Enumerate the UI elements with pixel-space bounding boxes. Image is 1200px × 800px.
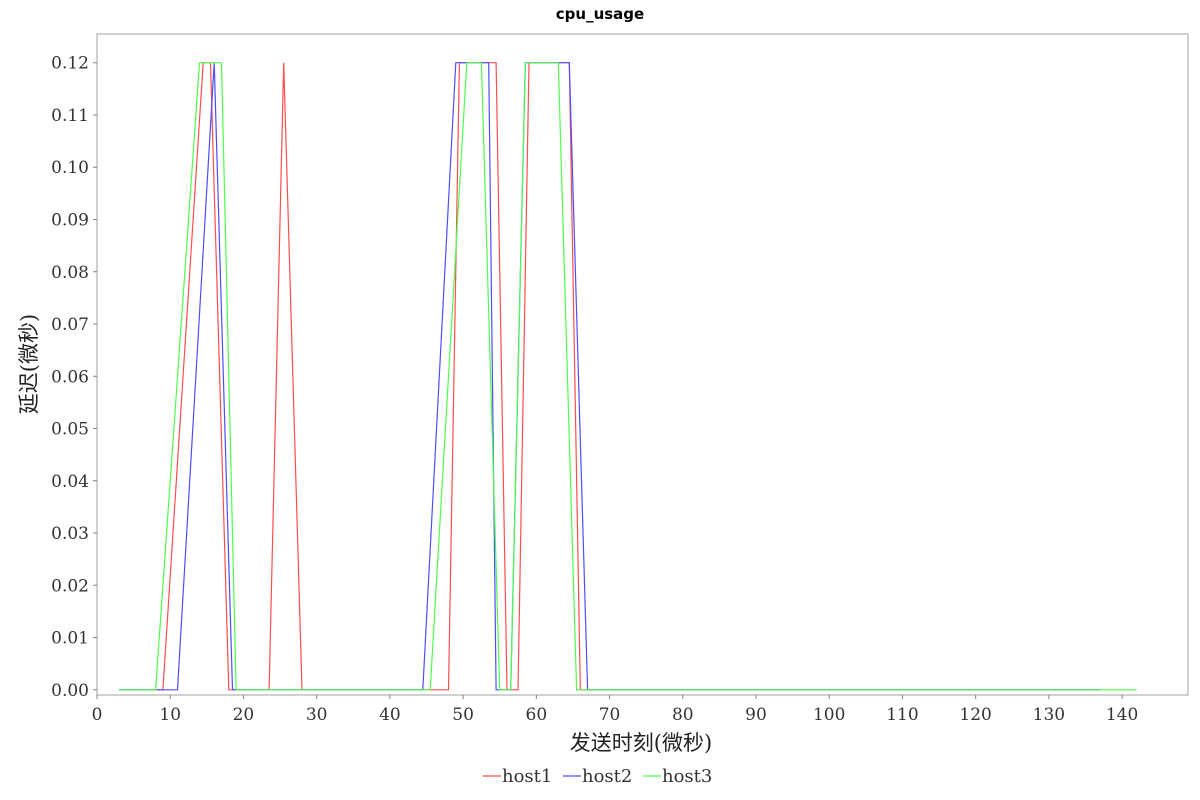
legend-label-host2: host2	[582, 766, 632, 787]
legend-label-host3: host3	[662, 766, 712, 787]
plot-area-frame	[96, 33, 1189, 696]
y-tick-label: 0.12	[51, 54, 89, 74]
y-tick-label: 0.08	[51, 263, 89, 283]
x-tick-label: 70	[599, 705, 621, 725]
y-tick-label: 0.03	[51, 524, 89, 544]
x-tick-label: 50	[452, 705, 474, 725]
y-tick-label: 0.05	[51, 420, 89, 440]
series-line-host3	[119, 62, 1137, 691]
y-tick-label: 0.00	[51, 681, 89, 701]
x-tick-label: 0	[92, 705, 103, 725]
x-tick-label: 120	[959, 705, 991, 725]
chart-title: cpu_usage	[556, 5, 644, 23]
x-tick-label: 110	[886, 705, 918, 725]
y-tick-label: 0.06	[51, 367, 89, 387]
x-tick-label: 90	[745, 705, 767, 725]
legend-label-host1: host1	[502, 766, 552, 787]
x-tick-label: 20	[233, 705, 255, 725]
x-tick-label: 100	[813, 705, 845, 725]
series-layer	[119, 62, 1137, 691]
x-tick-label: 60	[526, 705, 548, 725]
y-tick-label: 0.01	[51, 629, 89, 649]
x-axis: 0 10 20 30 40 50 60 70 80 90 100 110 120 130 140	[92, 695, 1138, 725]
y-tick-label: 0.07	[51, 315, 89, 335]
legend: host1 host2 host3	[483, 766, 712, 787]
x-tick-label: 10	[159, 705, 181, 725]
x-tick-label: 40	[379, 705, 401, 725]
x-tick-label: 80	[672, 705, 694, 725]
y-axis-label: 延迟(微秒)	[17, 314, 41, 414]
x-axis-label: 发送时刻(微秒)	[570, 731, 712, 755]
x-tick-label: 30	[306, 705, 328, 725]
y-tick-label: 0.02	[51, 576, 89, 596]
y-axis: 0.00 0.01 0.02 0.03 0.04 0.05 0.06 0.07 0.08 0.09…	[51, 54, 97, 701]
y-tick-label: 0.04	[51, 472, 89, 492]
x-tick-label: 140	[1106, 705, 1138, 725]
y-tick-label: 0.10	[51, 158, 89, 178]
y-tick-label: 0.09	[51, 210, 89, 230]
y-tick-label: 0.11	[51, 106, 89, 126]
x-tick-label: 130	[1033, 705, 1065, 725]
